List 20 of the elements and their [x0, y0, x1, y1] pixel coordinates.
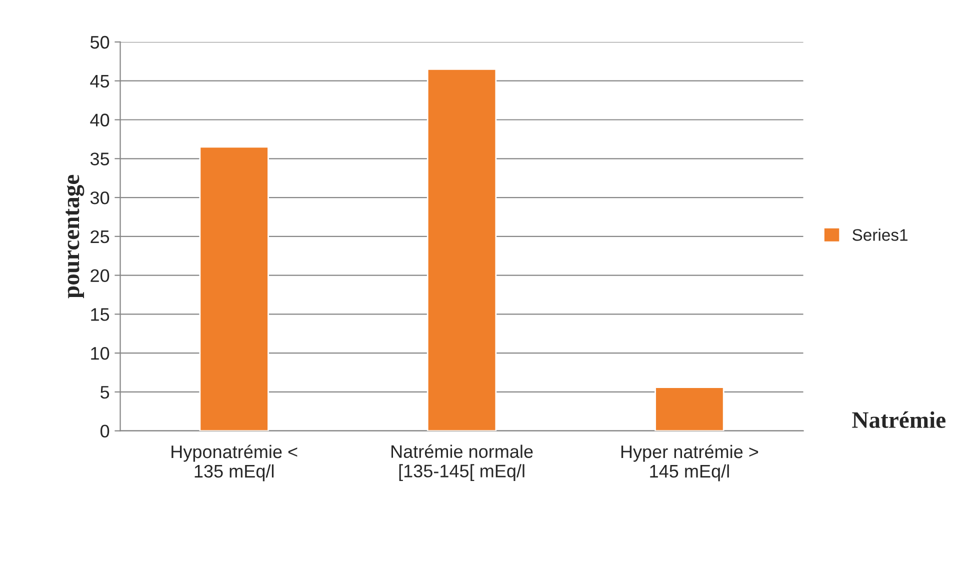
y-tick-label: 25: [90, 230, 110, 244]
bar: [426, 68, 497, 431]
x-axis-title: Natrémie: [852, 411, 946, 428]
x-tick-label: Natrémie normale [135-145[ mEq/l: [392, 444, 533, 482]
y-tick-label: 50: [90, 36, 110, 49]
bar: [199, 146, 269, 431]
legend-label: Series1: [852, 228, 908, 241]
y-tick-label: 45: [90, 74, 110, 88]
y-tick-label: 35: [90, 152, 110, 166]
x-tick-label: Hyponatrémie < 135 mEq/l: [172, 444, 298, 482]
y-tick-label: 10: [91, 347, 110, 360]
y-tick-label: 5: [100, 386, 110, 399]
y-tick-label: 15: [91, 308, 110, 321]
y-tick-label: 30: [90, 191, 110, 204]
y-tick-label: 40: [90, 114, 110, 126]
bar: [654, 386, 724, 431]
y-tick-label: 20: [90, 269, 110, 282]
y-tick-label: 0: [100, 424, 110, 438]
y-axis-title: pourcentage: [66, 174, 84, 298]
x-tick-label: Hyper natrémie > 145 mEq/l: [621, 444, 758, 482]
